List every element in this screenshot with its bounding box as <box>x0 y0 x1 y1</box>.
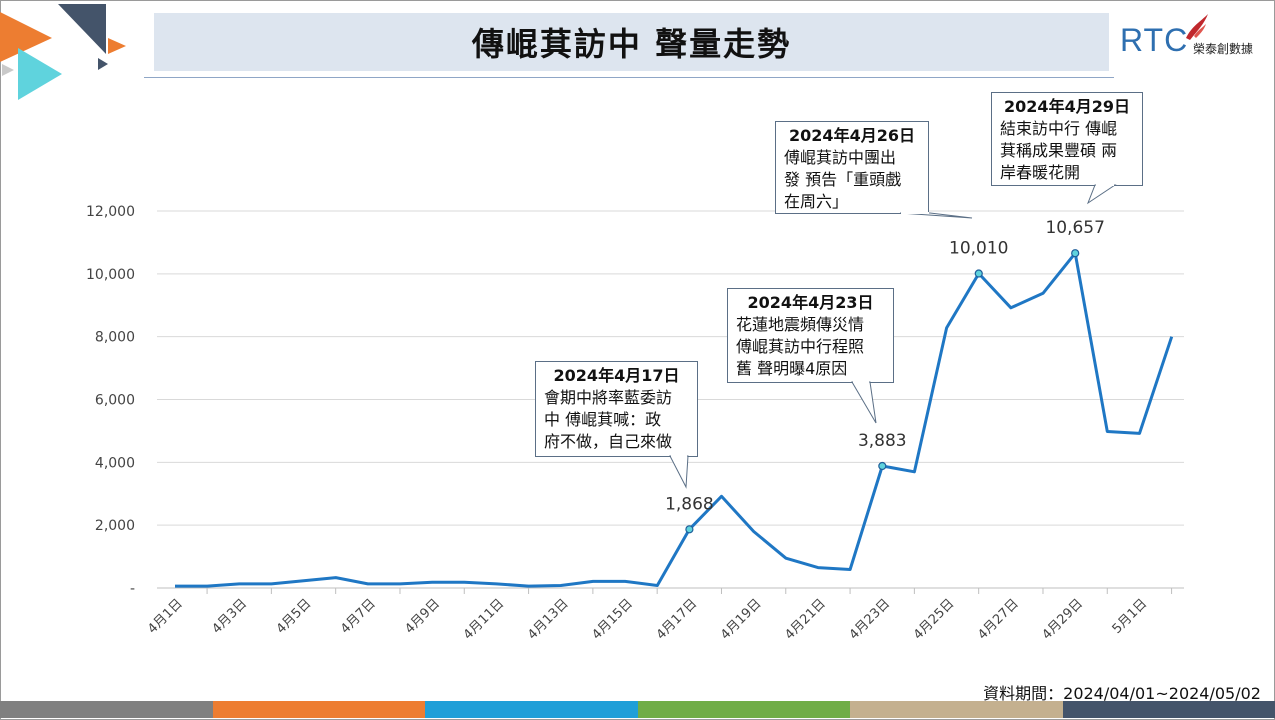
x-tick-label: 5月1日 <box>1110 596 1151 637</box>
annotation-text: 岸春暖花開 <box>1000 163 1081 182</box>
page-title: 傳崐萁訪中 聲量走勢 <box>471 25 792 63</box>
x-tick-label: 4月9日 <box>402 596 443 637</box>
annotation-date: 2024年4月26日 <box>789 126 915 145</box>
corner-triangles-decoration <box>0 4 126 100</box>
data-point-marker <box>974 269 983 278</box>
x-tick-label: 4月25日 <box>911 596 958 643</box>
data-label: 10,657 <box>1045 218 1104 238</box>
annotation-text: 發 預告「重頭戲 <box>784 170 902 189</box>
x-tick-label: 4月23日 <box>847 596 894 643</box>
annotation-callout: 2024年4月17日會期中將率藍委訪中 傅崐萁喊：政 府不做，自己來做 <box>535 361 698 457</box>
annotation-date: 2024年4月29日 <box>1004 97 1130 116</box>
x-tick-label: 4月27日 <box>975 596 1022 643</box>
logo-text: RTC <box>1120 22 1189 58</box>
footer-color-segment <box>850 701 1063 718</box>
data-label: 1,868 <box>665 494 714 514</box>
annotation-text: 花蓮地震頻傳災情 <box>736 315 865 334</box>
x-tick-label: 4月5日 <box>274 596 315 637</box>
footer-color-bar <box>0 701 1275 718</box>
annotation-text: 中 傅崐萁喊：政 <box>544 410 662 429</box>
annotation-text: 傅崐萁訪中行程照 <box>736 337 865 356</box>
series-line <box>175 251 1174 588</box>
y-tick-label: 4,000 <box>95 455 135 471</box>
y-tick-label: - <box>130 581 135 597</box>
x-tick-label: 4月3日 <box>209 596 250 637</box>
annotation-callout: 2024年4月26日傅崐萁訪中團出發 預告「重頭戲 在周六」 <box>775 121 929 214</box>
data-label: 10,010 <box>949 239 1008 259</box>
annotation-text: 結束訪中行 傳崐 <box>1000 119 1118 138</box>
title-underline <box>144 77 1114 78</box>
annotation-text: 會期中將率藍委訪 <box>544 388 673 407</box>
logo-subtitle: 榮泰創數據 <box>1193 42 1254 56</box>
data-label: 3,883 <box>858 431 907 451</box>
footer-color-segment <box>425 701 638 718</box>
x-tick-label: 4月29日 <box>1039 596 1086 643</box>
x-tick-label: 4月13日 <box>525 596 572 643</box>
x-tick-label: 4月7日 <box>338 596 379 637</box>
footer-color-segment <box>1062 701 1275 718</box>
data-point-marker <box>878 461 887 471</box>
x-tick-label: 4月1日 <box>145 596 186 637</box>
annotation-date: 2024年4月17日 <box>553 366 680 385</box>
annotation-text: 傅崐萁訪中團出 <box>784 148 897 167</box>
y-tick-label: 12,000 <box>86 204 135 220</box>
annotation-callout: 2024年4月29日結束訪中行 傳崐 萁稱成果豐碩 兩岸春暖花開 <box>991 92 1143 186</box>
x-tick-label: 4月21日 <box>782 596 829 643</box>
x-tick-label: 4月17日 <box>654 596 701 643</box>
y-tick-label: 8,000 <box>95 330 135 346</box>
title-banner: 傳崐萁訪中 聲量走勢 <box>154 13 1109 71</box>
annotation-text: 萁稱成果豐碩 兩 <box>1000 141 1118 160</box>
data-point-marker <box>1071 249 1080 258</box>
logo-flame-icon <box>1186 14 1208 40</box>
y-tick-label: 6,000 <box>95 393 135 409</box>
x-tick-label: 4月15日 <box>589 596 636 643</box>
y-tick-label: 2,000 <box>95 518 135 534</box>
footer-color-segment <box>637 701 850 718</box>
annotation-text: 府不做，自己來做 <box>544 432 673 451</box>
footer-color-segment <box>212 701 425 718</box>
rtc-logo: RTC 榮泰創數據 <box>1120 14 1270 68</box>
data-point-marker <box>685 525 694 534</box>
x-tick-label: 4月19日 <box>718 596 765 643</box>
footer-color-segment <box>0 701 213 718</box>
x-tick-label: 4月11日 <box>461 596 508 643</box>
annotation-text: 舊 聲明曝4原因 <box>736 359 848 378</box>
annotation-text: 在周六」 <box>784 192 849 211</box>
annotation-date: 2024年4月23日 <box>747 293 874 312</box>
y-tick-label: 10,000 <box>86 267 135 283</box>
data-period: 資料期間：2024/04/01~2024/05/02 <box>983 684 1261 703</box>
annotation-callout: 2024年4月23日花蓮地震頻傳災情 傅崐萁訪中行程照舊 聲明曝4原因 <box>727 288 894 383</box>
